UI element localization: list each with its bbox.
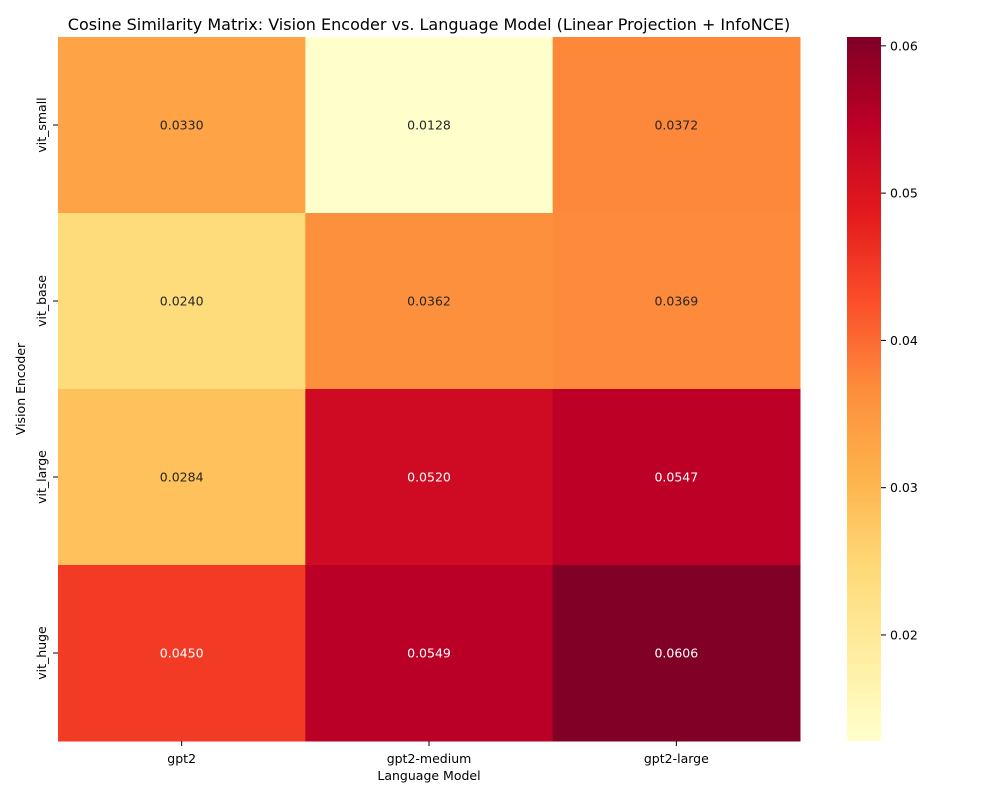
x-tick-label: gpt2-large [644, 751, 709, 766]
cell-value-label: 0.0549 [407, 646, 451, 661]
heatmap-cell [305, 37, 554, 214]
heatmap-cell [552, 389, 801, 566]
cell-value-label: 0.0284 [160, 470, 204, 485]
y-tick-label: vit_small [34, 97, 49, 152]
cell-value-label: 0.0520 [407, 470, 451, 485]
cell-value-label: 0.0240 [160, 294, 204, 309]
heatmap-cell [552, 37, 801, 214]
heatmap-cell [58, 213, 306, 390]
y-axis-ticks: vit_small vit_base vit_large vit_huge [34, 97, 58, 680]
cell-value-label: 0.0362 [407, 294, 451, 309]
y-tick-label: vit_large [34, 450, 49, 504]
y-tick-label: vit_huge [34, 626, 49, 680]
heatmap-cell [58, 37, 306, 214]
cell-value-label: 0.0547 [654, 470, 698, 485]
colorbar-tick-label: 0.04 [890, 333, 918, 348]
heatmap-cell [58, 389, 306, 566]
heatmap-cell [305, 389, 554, 566]
x-axis-label: Language Model [377, 768, 480, 783]
cell-value-label: 0.0372 [654, 118, 698, 133]
colorbar-tick-label: 0.02 [890, 627, 918, 642]
colorbar-tick-label: 0.03 [890, 480, 918, 495]
chart-title: Cosine Similarity Matrix: Vision Encoder… [68, 15, 790, 34]
x-tick-label: gpt2 [167, 751, 196, 766]
colorbar-tick-label: 0.06 [890, 38, 918, 53]
cell-value-label: 0.0606 [654, 646, 698, 661]
cell-value-label: 0.0330 [160, 118, 204, 133]
heatmap-cell [58, 565, 306, 742]
heatmap-cells [58, 37, 801, 742]
cell-value-label: 0.0450 [160, 646, 204, 661]
y-tick-label: vit_base [34, 275, 49, 327]
heatmap-cell [305, 565, 554, 742]
colorbar-tick-label: 0.05 [890, 186, 918, 201]
colorbar-ticks: 0.02 0.03 0.04 0.05 0.06 [881, 38, 918, 642]
x-axis-ticks: gpt2 gpt2-medium gpt2-large [167, 741, 709, 766]
colorbar [847, 37, 881, 741]
heatmap-cell [552, 565, 801, 742]
cell-value-label: 0.0128 [407, 118, 451, 133]
heatmap-cell-labels: 0.0330 0.0128 0.0372 0.0240 0.0362 0.0369 0.02… [160, 118, 698, 661]
y-axis-label: Vision Encoder [13, 342, 28, 435]
heatmap-cell [305, 213, 554, 390]
x-tick-label: gpt2-medium [387, 751, 472, 766]
heatmap-cell [552, 213, 801, 390]
cell-value-label: 0.0369 [654, 294, 698, 309]
